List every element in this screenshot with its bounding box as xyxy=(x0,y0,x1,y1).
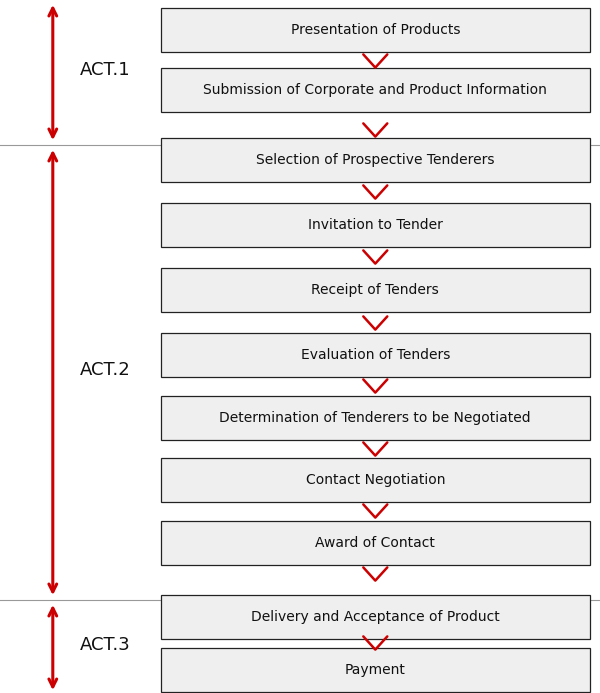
Bar xyxy=(161,203,590,247)
Text: Submission of Corporate and Product Information: Submission of Corporate and Product Info… xyxy=(203,83,547,97)
Text: Invitation to Tender: Invitation to Tender xyxy=(308,218,443,232)
Bar xyxy=(161,268,590,312)
Bar xyxy=(161,8,590,52)
Bar xyxy=(161,333,590,377)
Text: ACT.2: ACT.2 xyxy=(80,361,130,379)
Bar xyxy=(161,595,590,639)
Text: Receipt of Tenders: Receipt of Tenders xyxy=(311,283,439,297)
Text: Delivery and Acceptance of Product: Delivery and Acceptance of Product xyxy=(251,610,500,624)
Bar xyxy=(161,648,590,692)
Bar xyxy=(161,396,590,440)
Bar xyxy=(161,458,590,502)
Text: ACT.1: ACT.1 xyxy=(80,61,130,79)
Text: Determination of Tenderers to be Negotiated: Determination of Tenderers to be Negotia… xyxy=(220,411,531,425)
Text: ACT.3: ACT.3 xyxy=(80,636,130,654)
Text: Evaluation of Tenders: Evaluation of Tenders xyxy=(301,348,450,362)
Text: Award of Contact: Award of Contact xyxy=(316,536,435,550)
Bar xyxy=(161,138,590,182)
Text: Selection of Prospective Tenderers: Selection of Prospective Tenderers xyxy=(256,153,494,167)
Text: Contact Negotiation: Contact Negotiation xyxy=(305,473,445,487)
Text: Payment: Payment xyxy=(345,663,406,677)
Bar xyxy=(161,521,590,565)
Bar xyxy=(161,68,590,112)
Text: Presentation of Products: Presentation of Products xyxy=(290,23,460,37)
